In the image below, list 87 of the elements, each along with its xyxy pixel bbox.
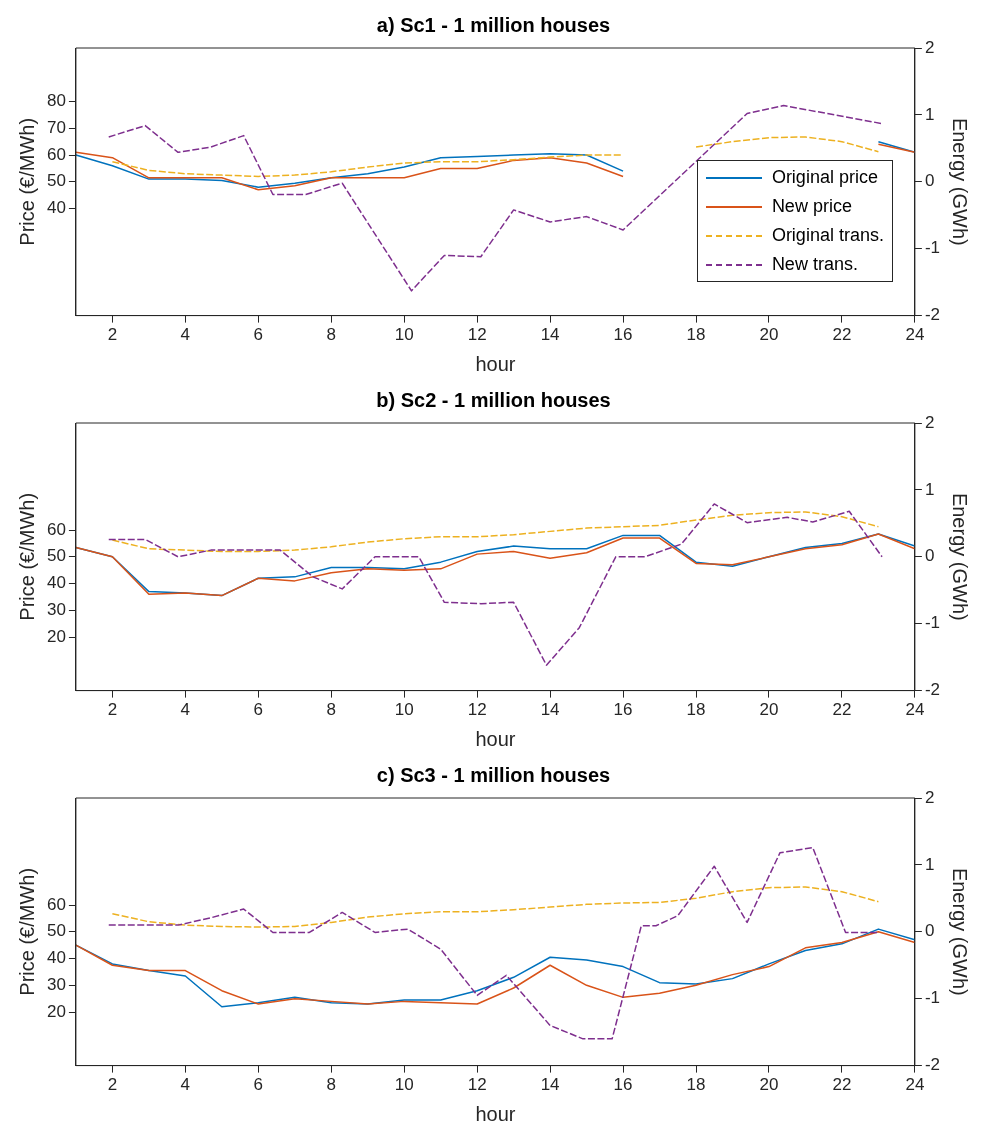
x-tick-label: 18 [686,1075,706,1095]
x-tick-label: 10 [394,325,414,345]
x-tick-label: 8 [326,325,336,345]
y2-tick-label: -2 [924,1055,941,1075]
y2-tick-label: -1 [924,988,941,1008]
chart-title: a) Sc1 - 1 million houses [376,13,611,36]
x-tick-label: 12 [467,700,487,720]
x-tick-label: 4 [180,325,191,345]
x-axis-title: hour [475,1102,516,1125]
y2-tick-label: 2 [924,412,935,432]
y-tick-label: 20 [46,1001,66,1021]
x-tick-label: 18 [686,700,706,720]
y2-tick-label: 1 [924,854,935,874]
line-series [107,104,883,292]
y-tick-label: 40 [46,948,66,968]
y-tick-label: 50 [46,921,66,941]
x-tick-label: 6 [253,700,264,720]
x-tick-label: 10 [394,1075,414,1095]
y-tick-label: 50 [46,546,66,566]
y2-tick-label: 1 [924,479,935,499]
x-tick-label: 22 [832,700,852,720]
x-tick-label: 6 [253,1075,264,1095]
y2-tick-label: -2 [924,305,941,325]
x-axis-title: hour [475,352,516,375]
chart-title: c) Sc3 - 1 million houses [376,763,611,786]
x-tick-label: 14 [540,700,560,720]
x-tick-label: 4 [180,700,191,720]
x-tick-label: 14 [540,325,560,345]
line-series [107,846,880,1040]
y-tick-label: 60 [46,519,66,539]
y2-tick-label: 2 [924,37,935,57]
y2-tick-label: 1 [924,104,935,124]
y-axis-title: Price (€/MWh) [15,867,38,996]
line-series [111,886,880,928]
x-tick-label: 4 [180,1075,191,1095]
y2-axis-title: Energy (GWh) [949,492,972,621]
y-tick-label: 30 [46,600,66,620]
x-tick-label: 2 [107,325,118,345]
x-axis-title: hour [475,727,516,750]
y-tick-label: 70 [46,117,66,137]
y2-tick-label: -1 [924,613,941,633]
x-tick-label: 16 [613,1075,633,1095]
y2-tick-label: 2 [924,787,935,807]
y-tick-label: 20 [46,626,66,646]
x-tick-label: 16 [613,325,633,345]
x-tick-label: 8 [326,700,336,720]
x-tick-label: 24 [905,1075,925,1095]
x-tick-label: 14 [540,1075,560,1095]
y-tick-label: 60 [46,144,66,164]
y-tick-label: 80 [46,91,66,111]
x-tick-label: 8 [326,1075,336,1095]
legend-label: Original price [771,167,878,189]
y2-tick-label: -2 [924,680,941,700]
y2-axis-title: Energy (GWh) [949,867,972,996]
y2-tick-label: -1 [924,238,941,258]
x-tick-label: 6 [253,325,264,345]
y2-axis-title: Energy (GWh) [949,117,972,246]
line-series [111,511,880,553]
y2-tick-label: 0 [924,171,935,191]
y-tick-label: 40 [46,198,66,218]
y2-tick-label: 0 [924,546,935,566]
line-series [107,503,883,666]
x-tick-label: 16 [613,700,633,720]
x-tick-label: 24 [905,700,925,720]
y-axis-title: Price (€/MWh) [15,117,38,246]
x-tick-label: 10 [394,700,414,720]
x-tick-label: 22 [832,1075,852,1095]
legend-label: Original trans. [771,225,884,247]
x-tick-label: 18 [686,325,706,345]
x-tick-label: 12 [467,1075,487,1095]
y-axis-title: Price (€/MWh) [15,492,38,621]
y-tick-label: 30 [46,975,66,995]
x-tick-label: 2 [107,700,118,720]
legend-label: New price [771,196,852,218]
y-tick-label: 40 [46,573,66,593]
legend-label: New trans. [771,254,858,276]
x-tick-label: 12 [467,325,487,345]
chart-title: b) Sc2 - 1 million houses [376,388,611,411]
x-tick-label: 20 [759,700,779,720]
y-tick-label: 50 [46,171,66,191]
x-tick-label: 20 [759,1075,779,1095]
y2-tick-label: 0 [924,921,935,941]
x-tick-label: 20 [759,325,779,345]
y-tick-label: 60 [46,894,66,914]
x-tick-label: 2 [107,1075,118,1095]
x-tick-label: 24 [905,325,925,345]
x-tick-label: 22 [832,325,852,345]
